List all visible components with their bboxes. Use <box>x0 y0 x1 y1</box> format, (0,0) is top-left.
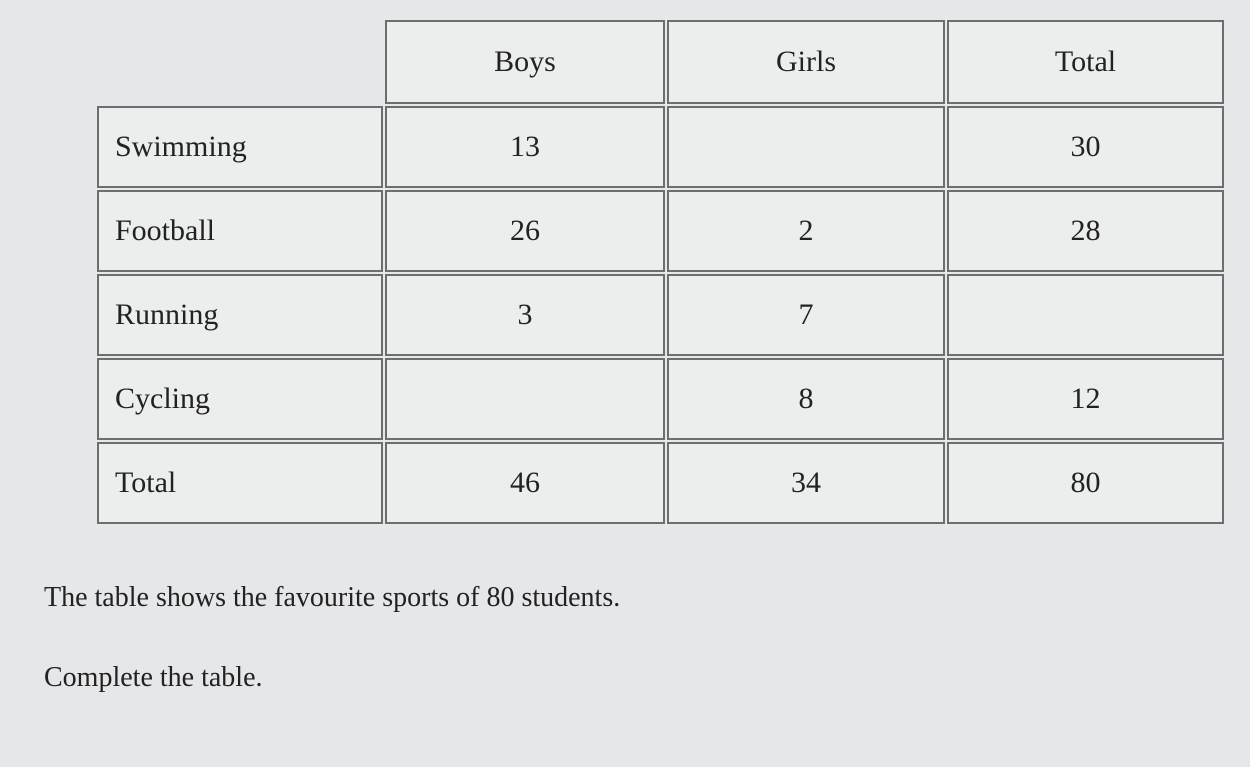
column-header: Boys <box>385 20 665 104</box>
table-row: Swimming 13 30 <box>97 106 1224 188</box>
column-header: Girls <box>667 20 945 104</box>
cell: 13 <box>385 106 665 188</box>
table-body: Swimming 13 30 Football 26 2 28 Running 3 7 Cyclin… <box>97 106 1224 524</box>
cell: 7 <box>667 274 945 356</box>
cell: 30 <box>947 106 1224 188</box>
description: The table shows the favourite sports of … <box>44 582 621 613</box>
row-label: Football <box>97 190 383 272</box>
row-label: Cycling <box>97 358 383 440</box>
table-row: Running 3 7 <box>97 274 1224 356</box>
cell: 12 <box>947 358 1224 440</box>
cell: 2 <box>667 190 945 272</box>
table-row: Football 26 2 28 <box>97 190 1224 272</box>
cell: 80 <box>947 442 1224 524</box>
row-label: Running <box>97 274 383 356</box>
instruction: Complete the table. <box>44 662 263 693</box>
cell: 8 <box>667 358 945 440</box>
row-label: Swimming <box>97 106 383 188</box>
column-header: Total <box>947 20 1224 104</box>
table-row: Total 46 34 80 <box>97 442 1224 524</box>
cell: 3 <box>385 274 665 356</box>
table-row: Cycling 8 12 <box>97 358 1224 440</box>
sports-table: Boys Girls Total Swimming 13 30 Football 26 2 28… <box>95 18 1226 526</box>
empty-cell <box>947 274 1224 356</box>
empty-cell <box>385 358 665 440</box>
empty-cell <box>667 106 945 188</box>
header-row: Boys Girls Total <box>97 20 1224 104</box>
cell: 26 <box>385 190 665 272</box>
cell: 46 <box>385 442 665 524</box>
cell: 28 <box>947 190 1224 272</box>
cell: 34 <box>667 442 945 524</box>
corner-cell <box>97 20 383 104</box>
row-label: Total <box>97 442 383 524</box>
